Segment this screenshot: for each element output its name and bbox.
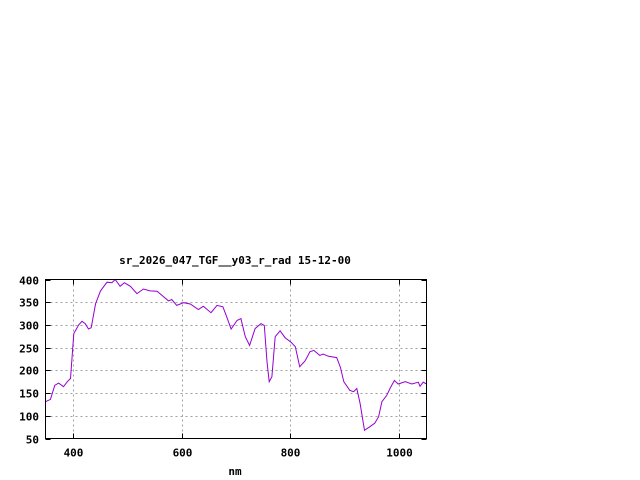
y-tick-label: 350 (19, 297, 39, 310)
y-tick-label: 300 (19, 320, 39, 333)
y-tick-label: 400 (19, 275, 39, 288)
x-tick-label: 800 (281, 447, 301, 460)
y-tick-label: 50 (26, 434, 39, 447)
ticks: 400 600 800 1000 50 100 150 200 250 300 350 400 (19, 275, 427, 460)
x-tick-label: 400 (64, 447, 84, 460)
y-tick-label: 100 (19, 411, 39, 424)
x-tick-label: 1000 (386, 447, 413, 460)
series-line (45, 278, 427, 432)
y-tick-label: 200 (19, 365, 39, 378)
y-tick-label: 250 (19, 343, 39, 356)
plot-frame (45, 279, 427, 439)
grid (45, 279, 427, 439)
x-tick-label: 600 (173, 447, 193, 460)
x-axis-label: nm (228, 465, 242, 478)
y-tick-label: 150 (19, 388, 39, 401)
chart-title: sr_2026_047_TGF__y03_r_rad 15-12-00 (119, 254, 351, 267)
